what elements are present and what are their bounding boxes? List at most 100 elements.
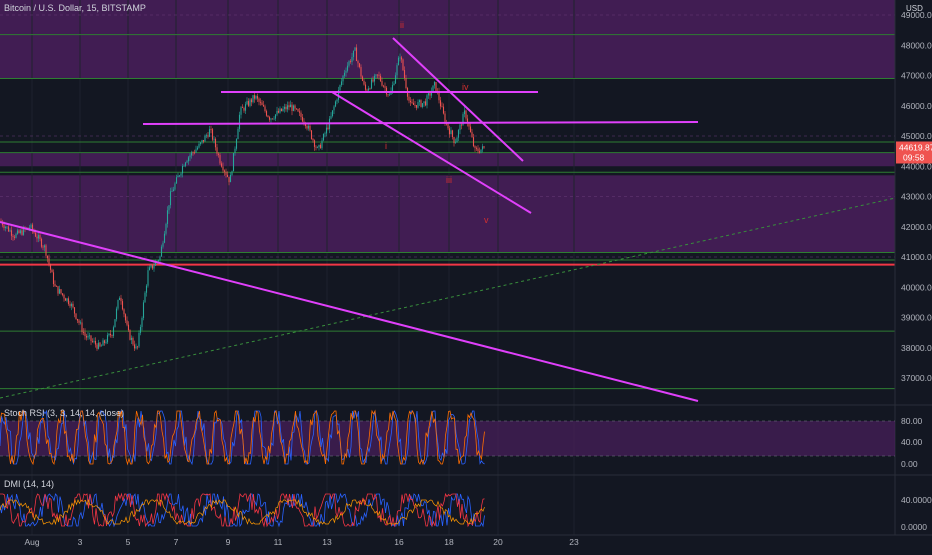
price-tick: 39000.00 — [901, 313, 932, 323]
candle-body — [144, 292, 146, 303]
candle-body — [90, 335, 92, 341]
candle-body — [15, 233, 17, 238]
last-price-value: 44619.87 — [899, 142, 932, 152]
candle-body — [106, 335, 109, 343]
candle-body — [198, 143, 200, 148]
candle-body — [300, 112, 302, 118]
candle-body — [123, 309, 125, 315]
candle-body — [193, 152, 196, 154]
candle-body — [162, 242, 164, 247]
candle-body — [345, 70, 347, 73]
candle-body — [204, 135, 206, 142]
candle-body — [312, 138, 314, 141]
candle-body — [355, 47, 358, 62]
candle-body — [94, 340, 97, 345]
candle-body — [363, 80, 365, 85]
candle-body — [49, 263, 52, 270]
candle-body — [126, 320, 128, 325]
candle-body — [147, 270, 149, 286]
candle-body — [132, 337, 134, 345]
candle-body — [46, 255, 49, 259]
candle-body — [460, 124, 463, 126]
price-tick: 44000.00 — [901, 161, 932, 171]
candle-body — [354, 47, 356, 51]
candle-body — [79, 322, 82, 324]
candle-body — [100, 345, 103, 347]
candle-body — [405, 78, 407, 89]
candle-body — [241, 107, 244, 109]
candle-body — [174, 183, 176, 190]
candle-body — [469, 126, 472, 133]
time-label: 20 — [493, 537, 503, 547]
candle-body — [102, 340, 104, 346]
candle-body — [181, 165, 184, 174]
candle-body — [301, 117, 304, 122]
candle-body — [324, 133, 326, 135]
candle-body — [474, 146, 476, 148]
candle-body — [28, 227, 31, 229]
candle-body — [417, 102, 419, 108]
candle-body — [246, 101, 248, 105]
time-label: 9 — [226, 537, 231, 547]
candle-body — [451, 130, 454, 138]
stoch-tick: 40.00 — [901, 437, 923, 447]
candle-body — [465, 110, 467, 119]
wave-label-iv: iv — [462, 82, 469, 92]
candle-body — [369, 88, 371, 90]
candle-body — [124, 314, 127, 321]
candle-body — [391, 85, 394, 92]
candle-body — [57, 286, 59, 294]
candle-body — [112, 327, 115, 336]
candle-body — [409, 100, 412, 103]
candle-body — [34, 232, 37, 237]
candle-body — [364, 84, 367, 90]
candle-body — [195, 149, 197, 153]
candle-body — [93, 340, 95, 342]
candle-body — [250, 99, 253, 103]
candle-body — [373, 75, 376, 82]
candle-body — [297, 109, 299, 112]
candle-body — [165, 223, 167, 234]
candle-body — [88, 335, 91, 337]
candle-body — [220, 163, 223, 167]
time-label: 3 — [78, 537, 83, 547]
candle-body — [274, 114, 277, 119]
candle-body — [348, 61, 350, 66]
candle-body — [441, 106, 443, 108]
candle-body — [61, 293, 64, 295]
candle-body — [4, 226, 7, 229]
candle-body — [319, 144, 322, 149]
candle-body — [357, 61, 359, 64]
candle-body — [199, 142, 202, 144]
candle-body — [214, 138, 217, 148]
candle-body — [55, 285, 58, 287]
candle-body — [420, 100, 422, 107]
candle-body — [163, 233, 166, 243]
time-label: 18 — [444, 537, 454, 547]
candle-body — [73, 307, 76, 314]
candle-body — [399, 57, 401, 59]
candle-body — [159, 256, 161, 261]
candle-body — [382, 85, 385, 87]
price-tick: 47000.00 — [901, 71, 932, 81]
candle-body — [75, 313, 77, 319]
candle-body — [21, 230, 23, 235]
candle-body — [333, 106, 335, 111]
candle-body — [285, 106, 287, 110]
candle-body — [130, 337, 133, 340]
candle-body — [421, 103, 424, 107]
candle-body — [237, 128, 239, 140]
candle-body — [252, 95, 254, 103]
candle-body — [208, 129, 211, 137]
dmi-title: DMI (14, 14) — [4, 479, 55, 489]
candle-body — [196, 147, 199, 150]
candle-body — [70, 303, 73, 307]
candle-body — [117, 299, 119, 309]
candle-body — [177, 175, 179, 178]
candle-body — [64, 298, 67, 301]
candle-body — [367, 88, 370, 91]
candle-body — [183, 165, 185, 167]
candle-body — [37, 235, 40, 239]
